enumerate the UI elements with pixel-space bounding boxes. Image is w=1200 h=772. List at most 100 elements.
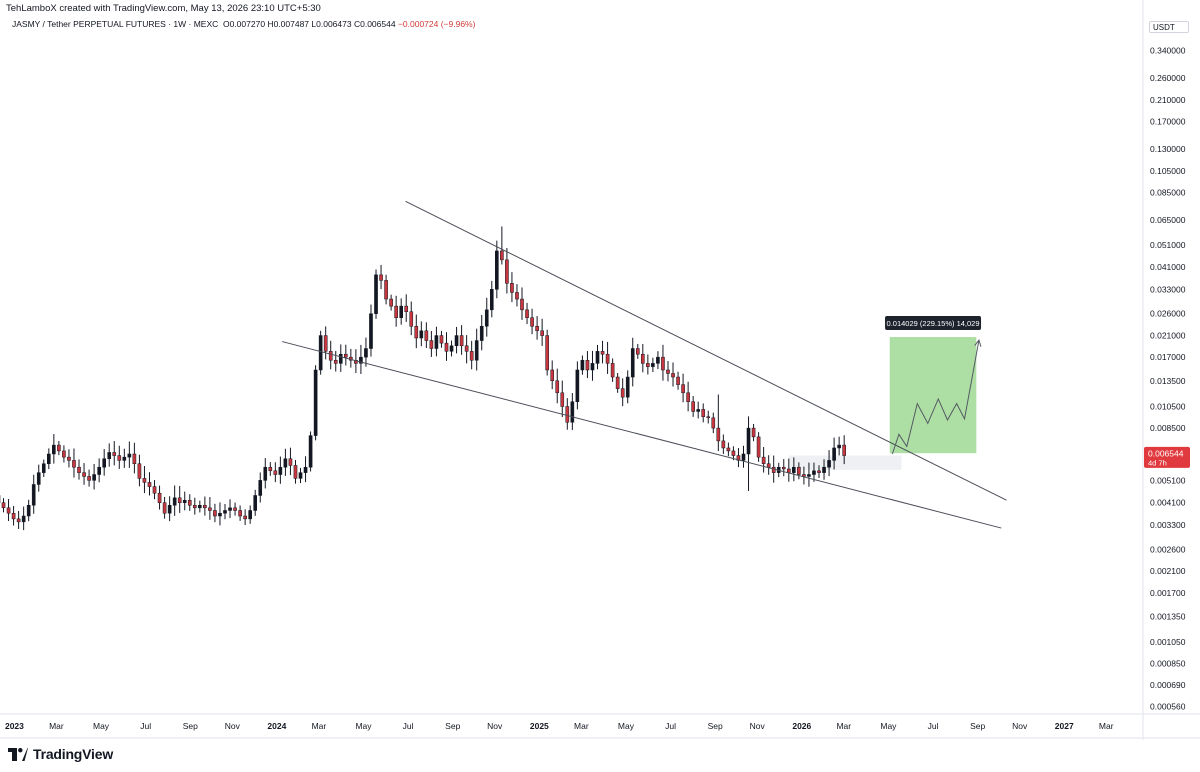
- candle-body: [726, 447, 731, 452]
- candle-body: [117, 455, 122, 461]
- candle-body: [228, 507, 232, 511]
- candle-body: [635, 348, 640, 355]
- candle-body: [766, 463, 771, 468]
- y-tick-label: 0.002100: [1150, 566, 1186, 576]
- candle-body: [389, 298, 393, 307]
- candle-body: [711, 417, 716, 429]
- candle-body: [31, 484, 36, 506]
- candle-body: [454, 335, 459, 347]
- y-tick-label: 0.001350: [1150, 611, 1186, 621]
- y-tick-label: 0.002600: [1150, 544, 1186, 554]
- candle-body: [187, 499, 192, 506]
- candle-body: [243, 515, 247, 520]
- currency-selector[interactable]: USDT: [1149, 21, 1189, 33]
- symbol-title[interactable]: JASMY / Tether PERPETUAL FUTURES · 1W · …: [12, 19, 219, 29]
- x-tick-label: Jul: [928, 721, 939, 731]
- candle-body: [21, 515, 26, 523]
- candle-body: [308, 435, 313, 468]
- candle-body: [550, 369, 555, 382]
- y-tick-label: 0.085000: [1150, 187, 1186, 197]
- candle-body: [369, 313, 373, 349]
- candle-body: [152, 486, 157, 494]
- y-tick-label: 0.013500: [1150, 376, 1186, 386]
- candle-body: [555, 380, 560, 394]
- candle-body: [464, 345, 469, 352]
- ohlc-change: −0.000724 (−9.96%): [397, 19, 476, 29]
- symbol-legend: JASMY / Tether PERPETUAL FUTURES · 1W · …: [12, 19, 475, 29]
- candle-body: [333, 359, 338, 364]
- candle-body: [540, 330, 544, 336]
- candle-body: [399, 305, 403, 318]
- candle-body: [797, 466, 801, 475]
- candle-body: [746, 427, 751, 455]
- candle-body: [822, 466, 826, 473]
- y-tick-label: 0.041000: [1150, 262, 1186, 272]
- candle-body: [278, 466, 283, 475]
- candle-body: [671, 373, 675, 378]
- y-tick-label: 0.026000: [1150, 309, 1186, 319]
- candle-body: [600, 351, 605, 355]
- candle-body: [268, 466, 273, 472]
- candle-body: [817, 470, 821, 473]
- candle-body: [379, 274, 383, 281]
- candle-body: [520, 298, 524, 311]
- candle-body: [419, 330, 424, 339]
- candle-body: [41, 463, 46, 473]
- y-tick-label: 0.005100: [1150, 475, 1186, 485]
- last-price-bg: [1144, 446, 1190, 468]
- candle-body: [36, 472, 41, 485]
- x-tick-label: 2024: [267, 721, 286, 731]
- candle-body: [384, 280, 388, 300]
- candle-body: [761, 456, 766, 464]
- candle-body: [87, 476, 91, 481]
- candle-body: [344, 353, 348, 358]
- candle-body: [414, 325, 419, 339]
- y-tick-label: 0.170000: [1150, 117, 1186, 127]
- candle-body: [404, 305, 409, 312]
- y-tick-label: 0.004100: [1150, 498, 1186, 508]
- x-tick-label: 2023: [5, 721, 24, 731]
- candle-body: [338, 353, 343, 364]
- target-zone: [889, 337, 977, 454]
- x-tick-label: May: [880, 721, 897, 731]
- candle-body: [832, 447, 836, 461]
- bar-countdown: 4d 7h: [1148, 458, 1167, 467]
- candle-body: [198, 504, 202, 509]
- ohlc-open: O0.007270: [222, 19, 266, 29]
- candle-body: [479, 325, 484, 341]
- candle-body: [218, 512, 222, 517]
- candle-body: [102, 458, 106, 468]
- x-tick-label: Jul: [665, 721, 676, 731]
- candle-body: [97, 466, 101, 475]
- y-tick-label: 0.001050: [1150, 637, 1186, 647]
- candle-body: [575, 369, 580, 402]
- candle-body: [303, 466, 308, 473]
- candle-body: [701, 409, 706, 417]
- y-tick-label: 0.001700: [1150, 588, 1186, 598]
- candle-body: [585, 359, 590, 371]
- y-tick-label: 0.003300: [1150, 520, 1186, 530]
- candle-body: [82, 472, 86, 477]
- candle-body: [812, 470, 816, 475]
- tradingview-icon: [8, 747, 28, 761]
- candle-body: [792, 466, 796, 473]
- x-tick-label: Jul: [140, 721, 151, 731]
- x-tick-label: Mar: [836, 721, 851, 731]
- candle-body: [323, 335, 328, 352]
- candle-body: [223, 510, 227, 514]
- candle-body: [192, 504, 197, 509]
- candle-body: [620, 388, 625, 398]
- candle-body: [716, 427, 721, 442]
- candle-body: [253, 495, 258, 511]
- candle-body: [77, 466, 81, 473]
- candle-body: [489, 289, 494, 311]
- candle-body: [827, 460, 831, 468]
- measure-label: 0.014029 (229.15%) 14,029: [885, 316, 982, 331]
- candle-body: [469, 351, 474, 361]
- y-tick-label: 0.017000: [1150, 352, 1186, 362]
- candle-body: [288, 458, 293, 466]
- candle-body: [495, 250, 499, 290]
- x-tick-label: Mar: [574, 721, 589, 731]
- ohlc-low: L0.006473: [311, 19, 352, 29]
